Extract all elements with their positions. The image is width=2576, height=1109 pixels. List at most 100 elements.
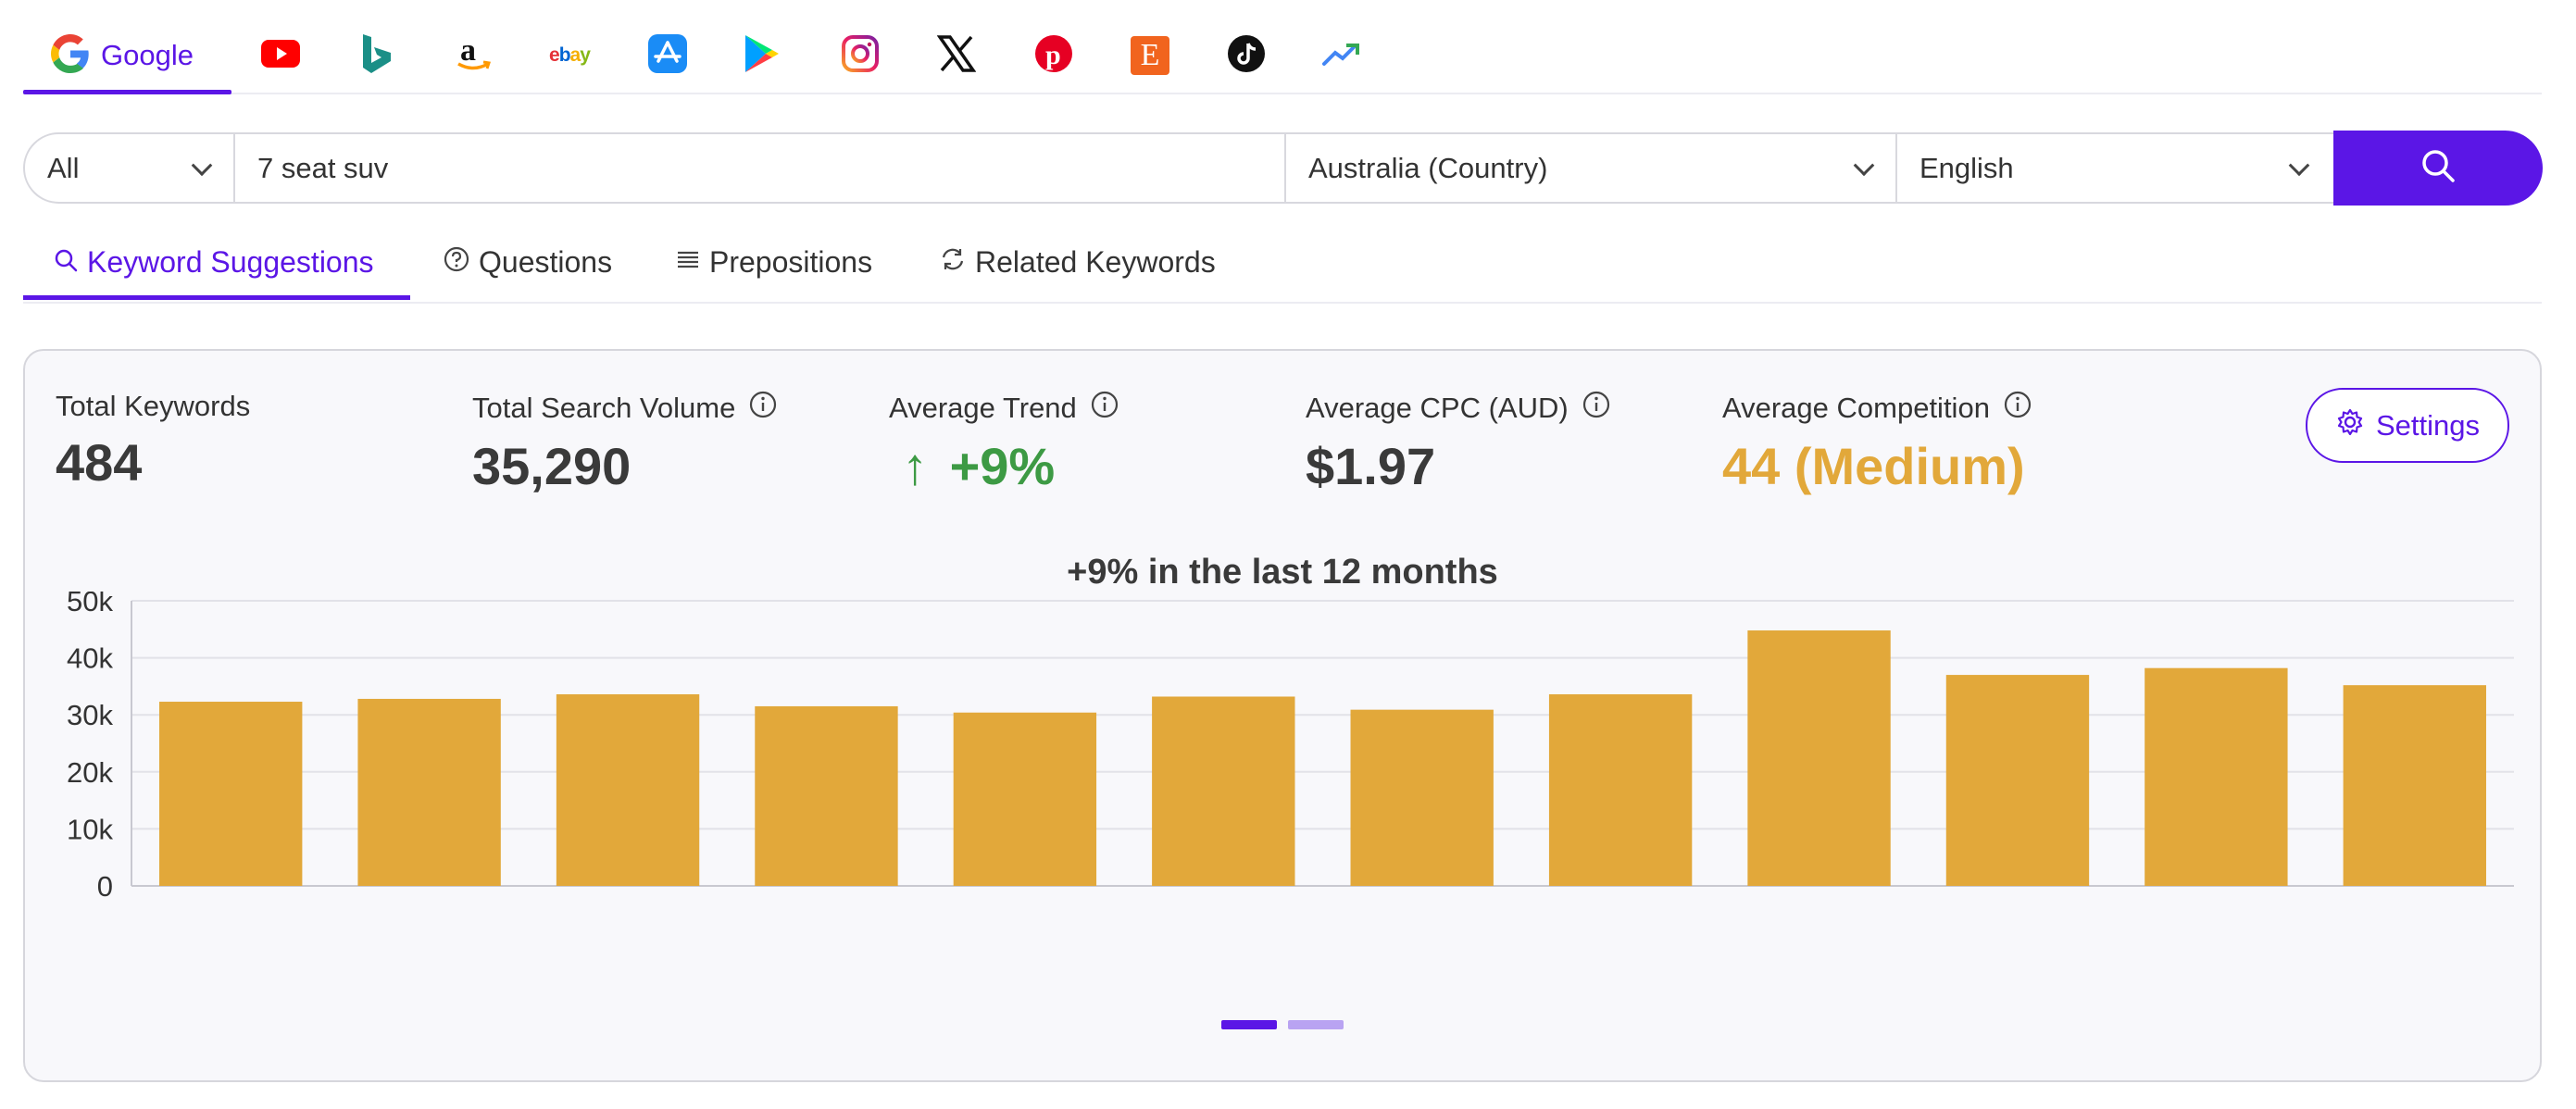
stat-average-cpc: Average CPC (AUD) $1.97 — [1306, 390, 1611, 496]
bar-jan-2024 — [1747, 630, 1891, 886]
tab-label: Questions — [479, 244, 613, 279]
scope-select[interactable]: All — [25, 134, 233, 202]
source-tab-app-store[interactable] — [648, 31, 687, 80]
amazon-icon: a — [455, 33, 492, 78]
bar-sep-2023 — [953, 712, 1097, 886]
y-tick-label: 10k — [67, 813, 113, 845]
gear-icon — [2335, 407, 2376, 444]
country-value: Australia (Country) — [1308, 151, 1548, 184]
instagram-icon — [841, 34, 880, 78]
chevron-down-icon — [2288, 154, 2310, 176]
y-tick-label: 30k — [67, 699, 113, 731]
stat-average-trend: Average Trend ↑ +9% — [889, 390, 1119, 496]
x-icon — [936, 34, 977, 77]
source-tab-amazon[interactable]: a — [455, 31, 492, 80]
source-tab-tiktok[interactable] — [1227, 31, 1266, 80]
google-play-icon — [744, 33, 781, 79]
tab-label: Related Keywords — [975, 244, 1216, 279]
stat-value: 44 (Medium) — [1722, 437, 2025, 495]
keyword-input[interactable]: 7 seat suv — [233, 134, 1284, 202]
bar-jul-2023 — [556, 694, 700, 886]
result-tabs: Keyword Suggestions Questions Prepositio… — [23, 230, 2542, 304]
stat-total-search-volume: Total Search Volume 35,290 — [472, 390, 778, 496]
pinterest-icon: p — [1034, 34, 1073, 78]
info-icon[interactable] — [748, 390, 778, 427]
country-select[interactable]: Australia (Country) — [1284, 134, 1895, 202]
settings-button[interactable]: Settings — [2306, 388, 2509, 463]
search-icon — [2420, 148, 2456, 188]
source-tab-x[interactable] — [936, 31, 977, 80]
search-form: All 7 seat suv Australia (Country) Engli… — [23, 132, 2542, 204]
language-select[interactable]: English — [1895, 134, 2331, 202]
tiktok-icon — [1227, 34, 1266, 78]
stat-value: 484 — [56, 433, 143, 492]
tab-prepositions[interactable]: Prepositions — [676, 241, 872, 283]
carousel-dot-active[interactable] — [1221, 1020, 1277, 1029]
info-icon[interactable] — [1090, 390, 1119, 427]
stat-value: 35,290 — [472, 437, 631, 495]
svg-text:p: p — [1045, 40, 1061, 70]
bar-oct-2023 — [1152, 696, 1295, 886]
source-tab-etsy[interactable]: E — [1131, 31, 1169, 80]
y-tick-label: 0 — [97, 870, 113, 897]
source-tab-instagram[interactable] — [841, 31, 880, 80]
tab-related-keywords[interactable]: Related Keywords — [940, 241, 1216, 283]
etsy-icon: E — [1131, 36, 1169, 75]
tab-questions[interactable]: Questions — [444, 241, 612, 283]
tab-active-indicator — [23, 295, 410, 300]
stat-value: $1.97 — [1306, 437, 1436, 495]
bar-may-2023 — [159, 702, 303, 886]
tab-label: Keyword Suggestions — [87, 244, 374, 279]
ebay-icon: ebay — [549, 44, 591, 66]
bar-dec-2023 — [1548, 694, 1693, 886]
bar-mar-2024 — [2145, 667, 2288, 886]
list-icon — [676, 245, 709, 280]
chevron-down-icon — [1853, 154, 1875, 176]
tab-keyword-suggestions[interactable]: Keyword Suggestions — [54, 241, 374, 283]
bing-icon — [361, 33, 393, 78]
stat-label: Average CPC (AUD) — [1306, 392, 1569, 424]
scope-value: All — [47, 151, 80, 184]
y-tick-label: 20k — [67, 756, 113, 789]
refresh-icon — [940, 245, 975, 280]
tab-label: Prepositions — [709, 244, 873, 279]
source-tab-trends[interactable] — [1322, 31, 1363, 80]
stat-label: Total Keywords — [56, 390, 251, 422]
stat-label: Total Search Volume — [472, 392, 736, 424]
search-volume-chart: 010k20k30k40k50kMay 2023Jul 2023Sep 2023… — [67, 592, 2514, 897]
bar-jun-2023 — [357, 698, 501, 886]
stat-total-keywords: Total Keywords 484 — [56, 390, 250, 492]
bar-apr-2024 — [2343, 685, 2486, 886]
bar-feb-2024 — [1945, 675, 2090, 886]
info-icon[interactable] — [2003, 390, 2032, 427]
search-icon — [54, 245, 87, 280]
source-tab-pinterest[interactable]: p — [1034, 31, 1073, 80]
source-tab-youtube[interactable] — [261, 31, 300, 80]
google-icon — [51, 33, 90, 78]
arrow-up-icon: ↑ — [902, 437, 928, 495]
source-tab-label: Google — [101, 39, 194, 71]
y-tick-label: 50k — [67, 592, 113, 617]
stat-value: +9% — [949, 437, 1056, 495]
bar-aug-2023 — [755, 705, 898, 886]
stat-label: Average Competition — [1722, 392, 1990, 424]
chart-title: +9% in the last 12 months — [1067, 553, 1498, 592]
carousel-dot[interactable] — [1288, 1020, 1344, 1029]
y-tick-label: 40k — [67, 642, 113, 675]
youtube-icon — [261, 39, 300, 72]
bar-nov-2023 — [1350, 709, 1494, 886]
source-tab-bing[interactable] — [361, 31, 393, 80]
language-value: English — [1919, 151, 2014, 184]
source-tab-google-play[interactable] — [744, 31, 781, 80]
stat-label: Average Trend — [889, 392, 1077, 424]
info-icon[interactable] — [1582, 390, 1611, 427]
source-tab-google[interactable]: Google — [51, 31, 194, 80]
etsy-letter: E — [1140, 38, 1160, 72]
trends-icon — [1322, 40, 1363, 72]
source-tab-active-indicator — [23, 90, 231, 94]
svg-text:a: a — [460, 34, 476, 68]
keyword-value: 7 seat suv — [257, 151, 389, 184]
search-button[interactable] — [2333, 131, 2543, 206]
source-tab-ebay[interactable]: ebay — [549, 31, 591, 80]
settings-label: Settings — [2375, 408, 2480, 442]
